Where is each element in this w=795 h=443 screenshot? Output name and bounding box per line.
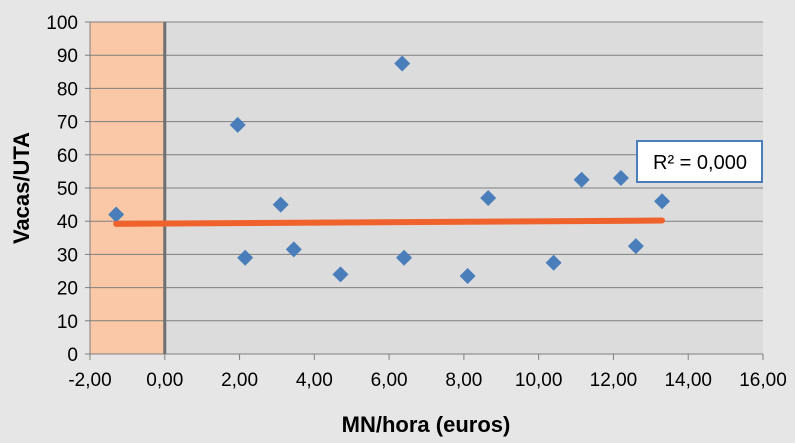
trendline [113, 217, 666, 227]
r-squared-frame [636, 140, 763, 183]
data-point [285, 241, 302, 258]
y-tick-label: 70 [57, 113, 78, 134]
data-point [394, 55, 411, 72]
y-tick-label: 90 [57, 46, 78, 67]
data-point [545, 254, 562, 271]
r-squared-label: R² = 0,000 [653, 152, 747, 174]
y-tick-label: 10 [57, 312, 78, 333]
y-tick-label: 0 [67, 345, 78, 366]
data-point [229, 116, 246, 133]
x-tick-label: 16,00 [739, 370, 787, 391]
data-point [654, 193, 671, 210]
y-tick-label: 60 [57, 146, 78, 167]
y-tick-label: 30 [57, 245, 78, 266]
x-tick-label: 12,00 [590, 370, 638, 391]
x-tick-label: 8,00 [445, 370, 482, 391]
data-point [396, 249, 413, 266]
x-tick-label: 0,00 [146, 370, 183, 391]
y-tick-label: 50 [57, 179, 78, 200]
data-points [108, 55, 671, 284]
y-tick-label: 100 [46, 13, 78, 34]
data-point [627, 238, 644, 255]
data-point [332, 266, 349, 283]
data-point [573, 171, 590, 188]
r-squared-box: R² = 0,000 [636, 140, 763, 183]
x-tick-label: 10,00 [515, 370, 563, 391]
data-point [459, 267, 476, 284]
y-tick-label: 20 [57, 279, 78, 300]
x-axis-title: MN/hora (euros) [342, 412, 511, 437]
x-tick-label: -2,00 [68, 370, 111, 391]
y-tick-label: 40 [57, 212, 78, 233]
trendline-layer [113, 217, 666, 227]
x-tick-label: 14,00 [664, 370, 712, 391]
y-tick-label: 80 [57, 79, 78, 100]
data-point [480, 189, 497, 206]
x-tick-label: 6,00 [371, 370, 408, 391]
data-point [108, 206, 125, 223]
data-point [272, 196, 289, 213]
x-tick-label: 2,00 [221, 370, 258, 391]
data-point [237, 249, 254, 266]
axes: 0 10 20 30 40 50 60 70 80 90 100 -2,00 0,00 2,00 4,00 6… [46, 13, 786, 391]
x-tick-label: 4,00 [296, 370, 333, 391]
data-point [612, 170, 629, 187]
y-axis-title: Vacas/UTA [9, 132, 34, 244]
